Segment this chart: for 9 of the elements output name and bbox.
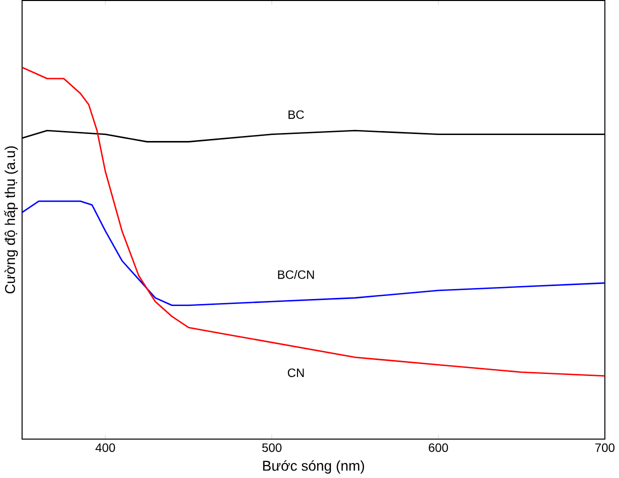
x-tick-label: 500 <box>262 444 282 452</box>
x-tick-label: 400 <box>96 444 116 452</box>
series-label: CN <box>288 368 304 378</box>
y-axis-title: Cường độ hấp thụ (a.u) <box>4 146 18 294</box>
series-label: BC/CN <box>278 270 314 280</box>
x-tick-label: 600 <box>428 444 448 452</box>
x-tick-label: 700 <box>595 444 614 452</box>
series-label: BC <box>288 110 304 120</box>
x-axis-title: Bước sóng (nm) <box>263 460 364 474</box>
